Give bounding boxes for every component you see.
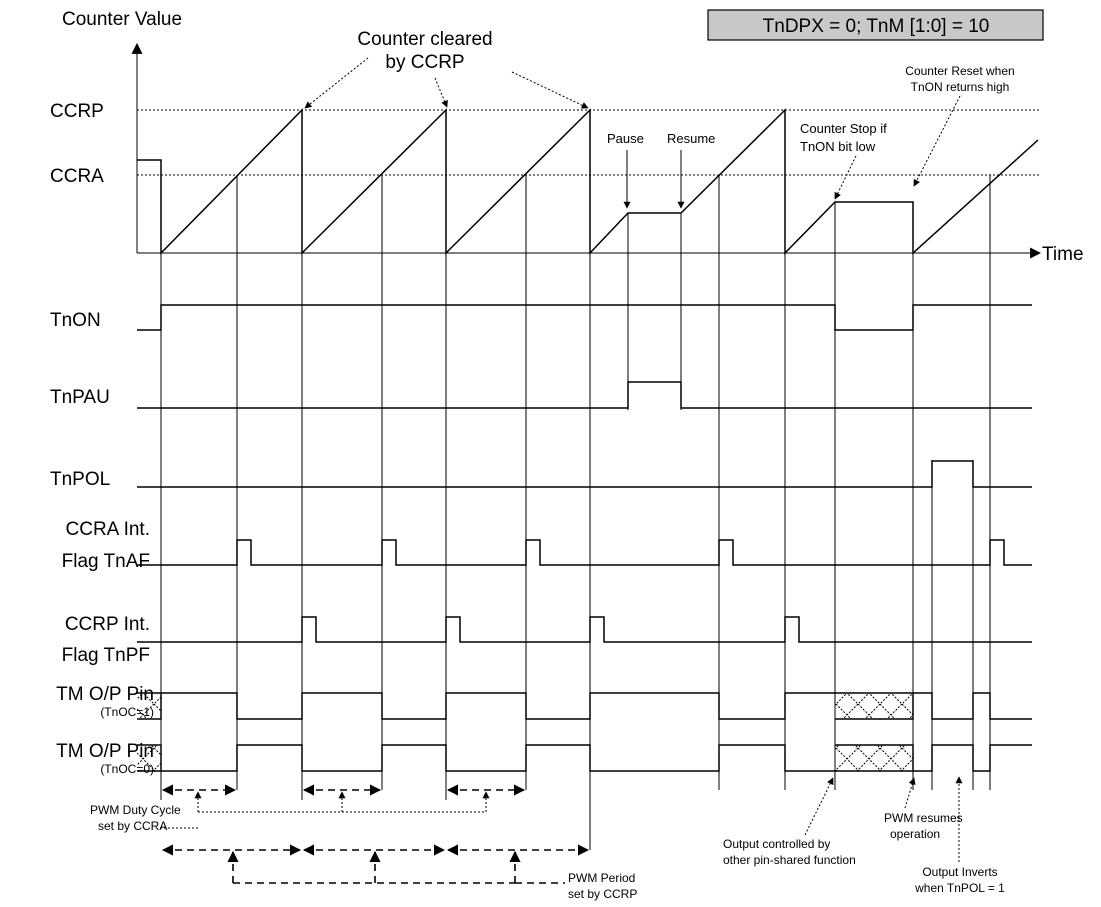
output-controlled-line2: other pin-shared function: [723, 853, 856, 867]
tnpau-label: TnPAU: [50, 387, 110, 408]
ccra-level-label: CCRA: [50, 166, 104, 187]
counter-stop-line2: TnON bit low: [800, 139, 876, 154]
axes: Counter Value Time: [62, 9, 1084, 265]
duty-cycle-markers: PWM Duty Cycle set by CCRA: [90, 784, 526, 833]
ccrp-flag-waveform: [137, 616, 1032, 643]
pin0-undefined-hatch-stop: [835, 745, 913, 771]
pwm-resumes-line1: PWM resumes: [884, 811, 963, 825]
resume-label: Resume: [667, 131, 715, 146]
signal-labels: TnON TnPAU TnPOL CCRA Int. Flag TnAF CCR…: [50, 310, 154, 776]
pin1-waveform: [137, 692, 1032, 720]
counter-stop-line1: Counter Stop if: [800, 121, 887, 136]
counter-reset-line1: Counter Reset when: [905, 64, 1014, 78]
duty-cycle-line2: set by CCRA: [98, 819, 167, 833]
duty-cycle-line1: PWM Duty Cycle: [90, 803, 181, 817]
counter-cleared-line2: by CCRP: [385, 52, 464, 73]
tnon-label: TnON: [50, 310, 101, 331]
period-line1: PWM Period: [568, 871, 635, 885]
ccrp-flag-label-line2: Flag TnPF: [62, 645, 150, 666]
tnpau-waveform: [137, 381, 1032, 409]
pause-resume-annotation: Pause Resume: [607, 131, 715, 209]
pin1-label: TM O/P Pin: [56, 684, 154, 705]
counter-reset-annotation: Counter Reset when TnON returns high: [905, 64, 1015, 187]
period-line2: set by CCRP: [568, 887, 637, 901]
period-markers: PWM Period set by CCRP: [161, 844, 637, 901]
mode-box-text: TnDPX = 0; TnM [1:0] = 10: [763, 16, 990, 37]
mode-box: TnDPX = 0; TnM [1:0] = 10: [707, 9, 1044, 41]
output-controlled-annotation: Output controlled by other pin-shared fu…: [723, 777, 856, 867]
pwm-resumes-annotation: PWM resumes operation: [884, 777, 963, 841]
ccrp-level-label: CCRP: [50, 101, 104, 122]
pin0-undefined-hatch-start: [137, 745, 161, 771]
counter-stop-annotation: Counter Stop if TnON bit low: [800, 121, 887, 200]
counter-cleared-annotation: Counter cleared by CCRP: [304, 29, 589, 109]
counter-waveform: [137, 108, 1039, 255]
counter-reset-line2: TnON returns high: [911, 80, 1010, 94]
pin1-undefined-hatch-start: [137, 693, 161, 719]
pwm-resumes-line2: operation: [890, 827, 940, 841]
counter-cleared-line1: Counter cleared: [357, 29, 492, 50]
event-lines: [160, 110, 991, 850]
ccra-flag-label-line1: CCRA Int.: [66, 519, 150, 540]
output-controlled-line1: Output controlled by: [723, 837, 830, 851]
tnon-waveform: [137, 304, 1032, 331]
output-inverts-annotation: Output Inverts when TnPOL = 1: [914, 776, 1005, 895]
tnpol-label: TnPOL: [50, 469, 110, 490]
pin1-undefined-hatch-stop: [835, 693, 913, 719]
output-inverts-line2: when TnPOL = 1: [914, 881, 1005, 895]
pin0-waveform-group: [137, 744, 1032, 772]
x-axis-label: Time: [1042, 244, 1084, 265]
y-axis-label: Counter Value: [62, 9, 182, 30]
ccrp-flag-label-line1: CCRP Int.: [65, 614, 150, 635]
tnpol-waveform: [137, 460, 1032, 488]
pause-label: Pause: [607, 131, 644, 146]
output-inverts-line1: Output Inverts: [922, 865, 997, 879]
ccra-flag-waveform: [137, 539, 1032, 566]
pin1-waveform-group: [137, 692, 1032, 720]
pin0-label: TM O/P Pin: [56, 741, 154, 762]
ccra-flag-label-line2: Flag TnAF: [62, 551, 150, 572]
pin0-waveform: [137, 744, 1032, 772]
